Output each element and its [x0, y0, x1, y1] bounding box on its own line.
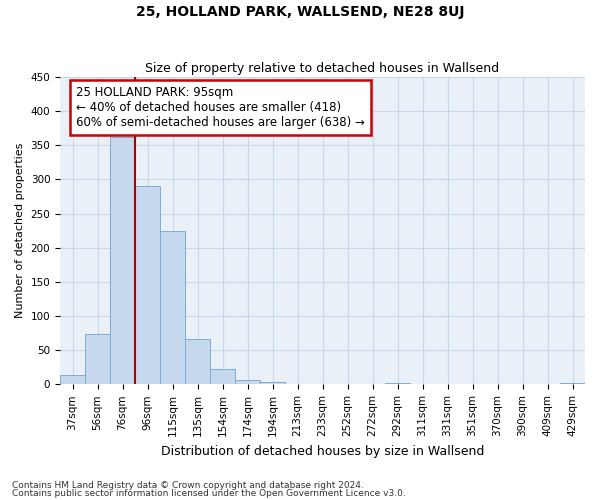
Bar [110, 137, 135, 384]
Bar [260, 382, 285, 384]
Bar [210, 370, 235, 384]
Bar [185, 338, 210, 384]
Text: Contains public sector information licensed under the Open Government Licence v3: Contains public sector information licen… [12, 489, 406, 498]
Bar [60, 376, 85, 384]
Text: 25 HOLLAND PARK: 95sqm
← 40% of detached houses are smaller (418)
60% of semi-de: 25 HOLLAND PARK: 95sqm ← 40% of detached… [76, 86, 365, 130]
Bar [85, 334, 110, 384]
Bar [560, 383, 585, 384]
Bar [385, 383, 410, 384]
Bar [235, 380, 260, 384]
Bar [160, 232, 185, 384]
Title: Size of property relative to detached houses in Wallsend: Size of property relative to detached ho… [145, 62, 500, 74]
Text: 25, HOLLAND PARK, WALLSEND, NE28 8UJ: 25, HOLLAND PARK, WALLSEND, NE28 8UJ [136, 5, 464, 19]
Text: Contains HM Land Registry data © Crown copyright and database right 2024.: Contains HM Land Registry data © Crown c… [12, 480, 364, 490]
Y-axis label: Number of detached properties: Number of detached properties [15, 143, 25, 318]
X-axis label: Distribution of detached houses by size in Wallsend: Distribution of detached houses by size … [161, 444, 484, 458]
Bar [135, 186, 160, 384]
